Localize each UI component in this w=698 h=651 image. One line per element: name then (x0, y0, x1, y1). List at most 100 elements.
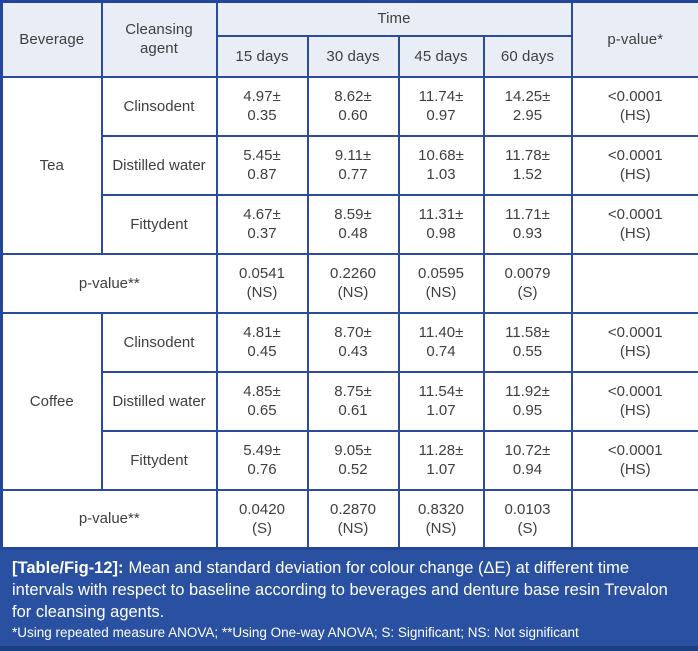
significance-flag: (NS) (404, 283, 479, 302)
mean-value: 11.58± (489, 323, 567, 342)
significance-flag: (NS) (313, 519, 394, 538)
value-cell: 11.40±0.74 (399, 313, 484, 372)
value-cell: 8.75±0.61 (308, 372, 399, 431)
value-cell: 11.71±0.93 (484, 195, 572, 254)
significance-flag: (S) (489, 283, 567, 302)
mean-value: 9.11± (313, 146, 394, 165)
p-value: 0.0420 (222, 500, 303, 519)
table-row: Tea Clinsodent 4.97±0.35 8.62±0.60 11.74… (2, 77, 698, 136)
value-cell: 5.49±0.76 (217, 431, 308, 490)
mean-value: 5.45± (222, 146, 303, 165)
sd-value: 0.97 (404, 106, 479, 125)
mean-value: 4.85± (222, 382, 303, 401)
sd-value: 0.35 (222, 106, 303, 125)
agent-cell: Fittydent (102, 195, 217, 254)
p-value-cell: 0.8320(NS) (399, 490, 484, 549)
sd-value: 1.03 (404, 165, 479, 184)
sd-value: 0.76 (222, 460, 303, 479)
mean-value: 8.70± (313, 323, 394, 342)
results-table: Beverage Cleansing agent Time p-value* 1… (0, 0, 698, 550)
mean-value: 8.59± (313, 205, 394, 224)
sd-value: 2.95 (489, 106, 567, 125)
table-footnote: *Using repeated measure ANOVA; **Using O… (12, 624, 686, 642)
mean-value: 8.75± (313, 382, 394, 401)
header-cell-30-days: 30 days (308, 36, 399, 77)
mean-value: 9.05± (313, 441, 394, 460)
sd-value: 0.93 (489, 224, 567, 243)
p-value-cell: 0.2260(NS) (308, 254, 399, 313)
significance-flag: (HS) (577, 401, 695, 420)
sd-value: 0.74 (404, 342, 479, 361)
value-cell: 11.58±0.55 (484, 313, 572, 372)
p-value-row-label: p-value** (2, 490, 217, 549)
sd-value: 0.55 (489, 342, 567, 361)
sd-value: 0.65 (222, 401, 303, 420)
significance-flag: (NS) (404, 519, 479, 538)
value-cell: 11.78±1.52 (484, 136, 572, 195)
p-value: <0.0001 (577, 382, 695, 401)
header-cell-beverage: Beverage (2, 2, 102, 77)
value-cell: 14.25±2.95 (484, 77, 572, 136)
mean-value: 4.81± (222, 323, 303, 342)
table-row: Fittydent 5.49±0.76 9.05±0.52 11.28±1.07… (2, 431, 698, 490)
header-cell-60-days: 60 days (484, 36, 572, 77)
mean-value: 10.68± (404, 146, 479, 165)
p-value-cell: 0.0541(NS) (217, 254, 308, 313)
mean-value: 11.28± (404, 441, 479, 460)
mean-value: 11.92± (489, 382, 567, 401)
mean-value: 11.40± (404, 323, 479, 342)
p-value-cell: <0.0001(HS) (572, 372, 698, 431)
beverage-cell-tea: Tea (2, 77, 102, 254)
p-value: 0.2870 (313, 500, 394, 519)
p-value-cell: 0.0079(S) (484, 254, 572, 313)
sd-value: 0.77 (313, 165, 394, 184)
sd-value: 0.48 (313, 224, 394, 243)
p-value: 0.0595 (404, 264, 479, 283)
empty-cell (572, 490, 698, 549)
agent-cell: Clinsodent (102, 313, 217, 372)
p-value: <0.0001 (577, 441, 695, 460)
value-cell: 10.72±0.94 (484, 431, 572, 490)
p-value: 0.0079 (489, 264, 567, 283)
sd-value: 0.61 (313, 401, 394, 420)
value-cell: 9.11±0.77 (308, 136, 399, 195)
table-row: Coffee Clinsodent 4.81±0.45 8.70±0.43 11… (2, 313, 698, 372)
sd-value: 0.45 (222, 342, 303, 361)
sd-value: 1.07 (404, 401, 479, 420)
significance-flag: (HS) (577, 224, 695, 243)
mean-value: 11.54± (404, 382, 479, 401)
caption-panel: [Table/Fig-12]:Mean and standard deviati… (0, 550, 698, 651)
mean-value: 11.71± (489, 205, 567, 224)
significance-flag: (NS) (313, 283, 394, 302)
agent-cell: Distilled water (102, 372, 217, 431)
sd-value: 0.60 (313, 106, 394, 125)
mean-value: 5.49± (222, 441, 303, 460)
sd-value: 0.87 (222, 165, 303, 184)
p-value-cell: 0.2870(NS) (308, 490, 399, 549)
table-row: Distilled water 5.45±0.87 9.11±0.77 10.6… (2, 136, 698, 195)
p-value-cell: 0.0103(S) (484, 490, 572, 549)
value-cell: 11.92±0.95 (484, 372, 572, 431)
empty-cell (572, 254, 698, 313)
p-value-row-label: p-value** (2, 254, 217, 313)
mean-value: 11.78± (489, 146, 567, 165)
table-caption: [Table/Fig-12]:Mean and standard deviati… (12, 557, 686, 623)
p-value: <0.0001 (577, 146, 695, 165)
p-value-cell: <0.0001(HS) (572, 313, 698, 372)
header-cell-time: Time (217, 2, 572, 36)
significance-flag: (NS) (222, 283, 303, 302)
significance-flag: (S) (222, 519, 303, 538)
mean-value: 10.72± (489, 441, 567, 460)
sd-value: 0.37 (222, 224, 303, 243)
agent-cell: Clinsodent (102, 77, 217, 136)
significance-flag: (HS) (577, 342, 695, 361)
header-cell-45-days: 45 days (399, 36, 484, 77)
header-cell-cleansing-agent: Cleansing agent (102, 2, 217, 77)
table-row: Distilled water 4.85±0.65 8.75±0.61 11.5… (2, 372, 698, 431)
agent-cell: Fittydent (102, 431, 217, 490)
value-cell: 11.31±0.98 (399, 195, 484, 254)
p-value-row: p-value** 0.0541(NS) 0.2260(NS) 0.0595(N… (2, 254, 698, 313)
value-cell: 8.70±0.43 (308, 313, 399, 372)
value-cell: 5.45±0.87 (217, 136, 308, 195)
